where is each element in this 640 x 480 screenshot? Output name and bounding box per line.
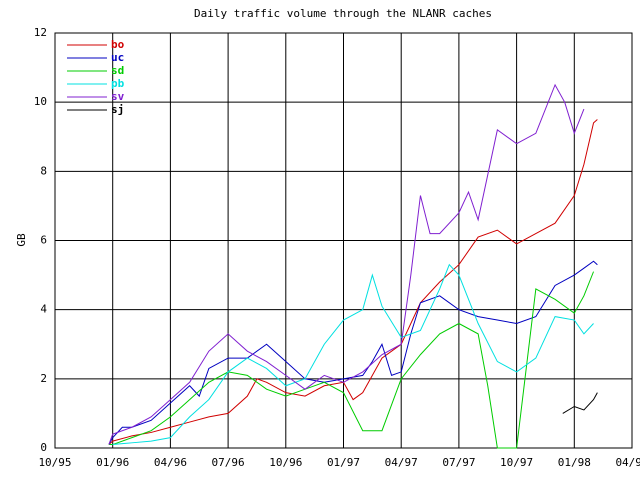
legend-label: bo	[111, 38, 125, 51]
series-line	[562, 392, 598, 414]
x-tick-label: 07/96	[212, 456, 245, 469]
x-tick-label: 01/97	[327, 456, 360, 469]
legend-label: uc	[111, 51, 124, 64]
y-tick-label: 8	[40, 164, 47, 177]
x-tick-label: 04/97	[385, 456, 418, 469]
series-line	[108, 83, 585, 445]
y-tick-label: 0	[40, 441, 47, 454]
legend-label: sd	[111, 64, 124, 77]
x-tick-label: 10/95	[38, 456, 71, 469]
x-tick-label: 10/97	[500, 456, 533, 469]
y-tick-label: 6	[40, 234, 47, 247]
x-tick-label: 01/98	[558, 456, 591, 469]
legend-label: pb	[111, 77, 125, 90]
y-axis-label: GB	[15, 233, 28, 247]
x-tick-label: 04/96	[154, 456, 187, 469]
x-tick-label: 10/96	[269, 456, 302, 469]
series-line	[108, 260, 598, 445]
x-tick-label: 04/98	[615, 456, 640, 469]
legend-label: sj	[111, 103, 124, 116]
chart-title: Daily traffic volume through the NLANR c…	[194, 7, 492, 20]
y-tick-label: 12	[34, 26, 47, 39]
series-line	[108, 271, 594, 449]
y-tick-label: 2	[40, 372, 47, 385]
x-tick-label: 01/96	[96, 456, 129, 469]
legend-label: sv	[111, 90, 125, 103]
series-line	[108, 119, 598, 445]
y-tick-label: 4	[40, 303, 47, 316]
x-tick-label: 07/97	[442, 456, 475, 469]
y-tick-label: 10	[34, 95, 47, 108]
series-line	[112, 263, 594, 446]
